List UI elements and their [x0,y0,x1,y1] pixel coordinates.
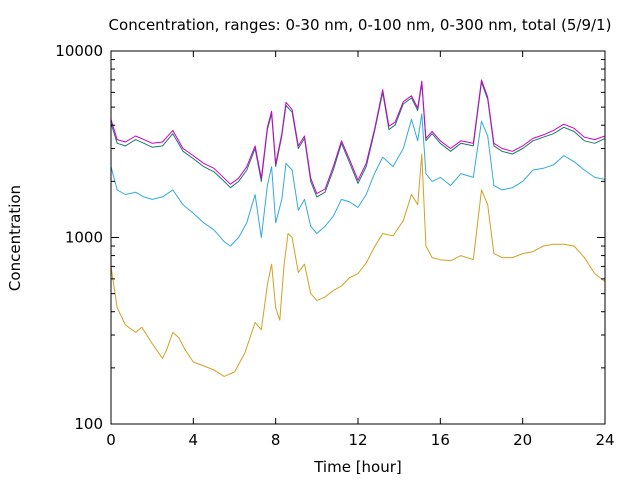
x-axis-label: Time [hour] [313,458,402,476]
x-tick-label: 20 [513,431,532,449]
series-layer [110,79,606,377]
x-tick-label: 0 [106,431,116,449]
chart-title: Concentration, ranges: 0-30 nm, 0-100 nm… [109,16,612,34]
x-tick-label: 16 [431,431,450,449]
x-tick-label: 4 [189,431,199,449]
x-axis: 0 4 8 12 16 20 24 [106,51,615,449]
y-tick-label: 10000 [55,42,103,60]
series-line-4 [110,79,606,195]
y-axis: 100 1000 10000 [55,42,605,433]
y-tick-label: 100 [74,415,103,433]
series-line-3 [110,81,606,198]
series-line-1 [110,153,606,377]
x-tick-label: 8 [271,431,281,449]
y-axis-label: Concentration [6,185,24,291]
x-tick-label: 24 [595,431,614,449]
y-tick-label: 1000 [65,229,103,247]
x-tick-label: 12 [348,431,367,449]
series-line-2 [110,113,606,247]
plot-frame [110,50,606,425]
